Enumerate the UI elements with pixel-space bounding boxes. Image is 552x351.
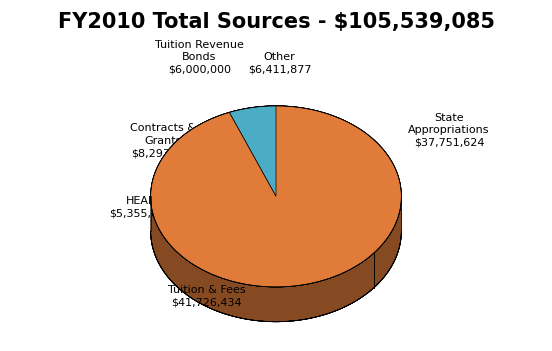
Polygon shape [151,106,374,287]
Polygon shape [151,197,374,322]
Polygon shape [151,197,401,322]
Text: Contracts &
Grants
$8,293,276: Contracts & Grants $8,293,276 [130,123,196,158]
Text: Tuition Revenue
Bonds
$6,000,000: Tuition Revenue Bonds $6,000,000 [155,40,244,74]
Polygon shape [151,106,401,253]
Polygon shape [151,106,401,287]
Text: HEAF
$5,355,874: HEAF $5,355,874 [109,196,172,218]
Polygon shape [151,106,401,287]
Polygon shape [151,106,401,287]
Polygon shape [151,106,401,287]
Polygon shape [151,197,401,322]
Text: FY2010 Total Sources - $105,539,085: FY2010 Total Sources - $105,539,085 [57,12,495,32]
Polygon shape [151,197,401,322]
Text: State
Appropriations
$37,751,624: State Appropriations $37,751,624 [408,113,490,148]
Text: Other
$6,411,877: Other $6,411,877 [248,52,311,74]
Polygon shape [151,197,401,322]
Polygon shape [374,197,401,288]
Text: Tuition & Fees
$41,726,434: Tuition & Fees $41,726,434 [168,285,246,308]
